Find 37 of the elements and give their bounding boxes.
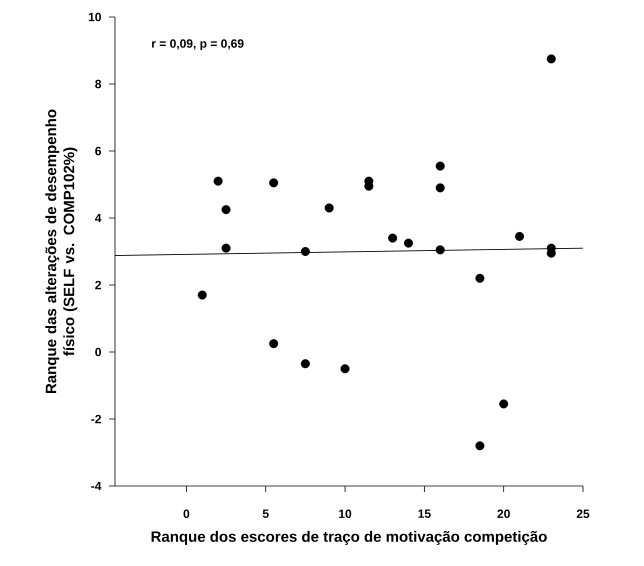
point xyxy=(300,359,310,368)
y-tick-label: 6 xyxy=(95,146,102,156)
x-tick-label: 5 xyxy=(262,510,269,518)
y-tick-label: 4 xyxy=(94,214,102,222)
point xyxy=(388,234,398,243)
x-axis-title: Ranque dos escores de traço de motivação competição xyxy=(152,530,547,545)
point xyxy=(214,176,223,186)
point xyxy=(300,247,310,256)
y-tick-label: 2 xyxy=(95,280,101,290)
point xyxy=(222,244,231,253)
x-tick-label: 0 xyxy=(184,510,190,518)
y-tick-label: 0 xyxy=(95,348,101,356)
point xyxy=(499,399,508,408)
y-tick-label: -4 xyxy=(91,482,102,490)
annotation: r = 0,09, p = 0,69 xyxy=(152,39,244,50)
y-axis-title: Ranque das alterações de desempenho físico (SELF vs. COMP102%) xyxy=(45,110,78,394)
point xyxy=(198,290,207,300)
y-tick-label: 10 xyxy=(88,12,101,22)
point xyxy=(436,245,445,254)
point xyxy=(546,54,556,64)
point xyxy=(475,274,484,283)
x-tick-label: 15 xyxy=(418,510,431,518)
point xyxy=(269,178,278,188)
point xyxy=(404,238,413,248)
x-tick-label: 25 xyxy=(576,510,590,518)
point xyxy=(340,364,350,374)
point xyxy=(436,162,445,171)
point xyxy=(324,203,334,212)
point xyxy=(515,232,524,241)
point xyxy=(222,205,231,214)
y-tick-label: -2 xyxy=(91,414,101,424)
x-tick-label: 20 xyxy=(497,510,510,518)
point xyxy=(269,339,278,348)
x-tick-label: 10 xyxy=(339,510,352,518)
point xyxy=(436,183,445,192)
point xyxy=(475,441,484,450)
y-tick-label: 8 xyxy=(95,80,102,88)
